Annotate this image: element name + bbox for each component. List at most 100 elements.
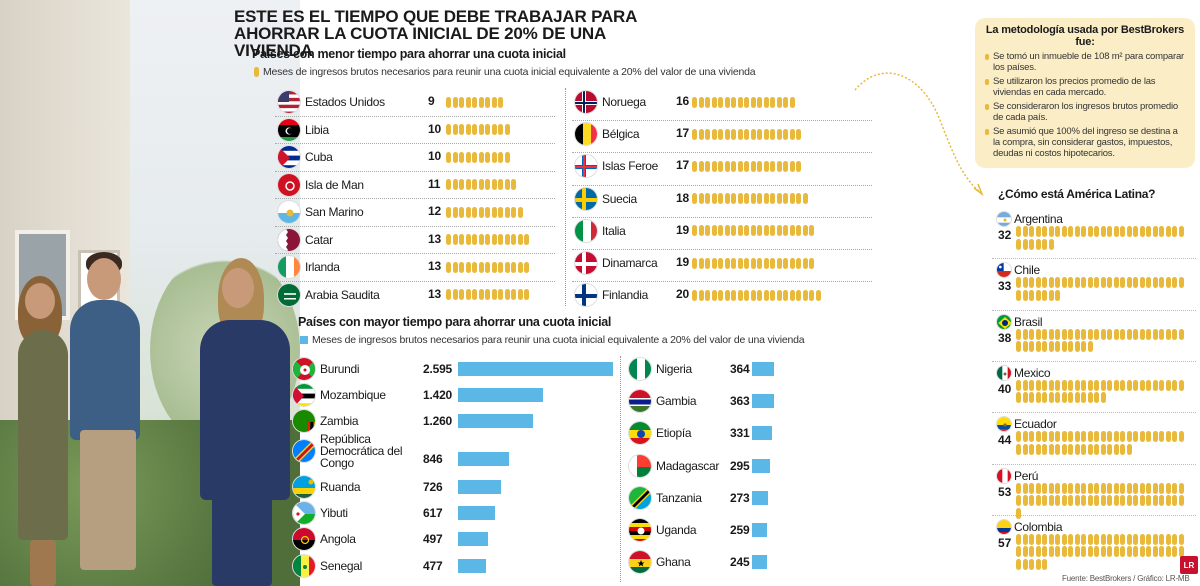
month-dot [1133,431,1138,443]
month-dot [459,234,464,245]
month-dot [446,179,451,190]
country-label: Colombia [1014,519,1063,534]
denmark-flag-icon [574,251,598,275]
month-dot [1126,546,1132,558]
month-dot [1016,482,1021,494]
month-dot [1042,558,1047,570]
ethiopia-flag-icon [628,421,652,445]
chart-row-dinamarca: Dinamarca [574,251,658,275]
month-dot [1178,546,1184,558]
month-dot [452,289,458,300]
row-separator [275,143,555,144]
country-label: Burundi [320,362,360,376]
month-dot [737,193,743,205]
month-dot [1055,495,1060,506]
month-dot [1139,431,1145,443]
month-dot [776,160,782,172]
month-dot [1035,289,1041,301]
month-dot [1087,392,1093,404]
month-dot [485,289,490,300]
value-label: 259 [730,523,750,537]
month-dot [1152,226,1158,237]
qatar-flag-icon [277,227,301,252]
month-dot [1107,495,1112,506]
month-dot [1042,443,1047,455]
month-dot [1068,495,1073,506]
country-label: Brasil [1014,314,1043,329]
month-dot [1159,277,1164,289]
month-dot [1016,341,1021,353]
month-dot [1133,277,1138,289]
month-dot [1029,546,1034,558]
country-label: Dinamarca [602,256,658,270]
month-dot [809,257,814,269]
finland-flag-icon [574,283,598,308]
month-dot [1055,443,1060,455]
month-dot [504,261,510,273]
chart-row-nigeria: Nigeria [628,357,692,381]
month-dot [757,257,762,269]
month-dot [1016,238,1021,250]
month-dot [1035,226,1041,237]
month-dot [1120,443,1125,455]
country-label: Angola [320,532,356,546]
low-chart-divider [565,88,566,306]
month-dot [1113,226,1119,237]
country-label: Italia [602,223,626,238]
month-dot [491,234,497,245]
dot-bar [692,193,808,205]
month-dot [1048,238,1054,250]
month-dot [1074,226,1080,237]
chart-row-libia: Libia [277,117,329,142]
month-dot [1087,495,1093,506]
month-dot [1035,277,1041,289]
month-dot [1139,495,1145,506]
dot-bar [1016,277,1186,301]
month-dot [1139,277,1145,289]
month-dot [724,128,730,140]
month-dot [737,96,743,108]
section-low-legend: Meses de ingresos brutos necesarios para… [254,66,756,78]
month-dot [1035,443,1041,455]
row-separator [275,170,555,172]
country-label: Libia [305,122,329,137]
month-dot [1055,533,1060,545]
month-dot [1165,277,1171,289]
month-dot [1055,482,1060,494]
month-dot [1029,392,1034,404]
month-dot [1100,533,1106,545]
month-dot [452,151,458,163]
month-dot [1022,443,1028,455]
month-dot [1029,328,1034,340]
month-dot [1022,546,1028,558]
saudi-arabia-flag-icon [277,282,301,307]
month-dot [1016,226,1021,237]
month-dot [1042,533,1047,545]
month-dot [1172,328,1177,340]
month-dot [1139,546,1145,558]
month-dot [1094,533,1099,545]
country-label: Madagascar [656,459,720,473]
month-dot [1107,277,1112,289]
month-dot [1035,495,1041,506]
burundi-flag-icon [292,357,316,381]
month-dot [1029,379,1034,391]
month-dot [1133,482,1138,494]
section-high-title: Países con mayor tiempo para ahorrar una… [298,315,612,329]
month-dot [478,234,484,245]
dot-bar [1016,533,1186,570]
month-dot [472,124,477,135]
month-dot [763,257,769,269]
month-dot [718,257,723,269]
month-dot [1068,226,1073,237]
month-dot [1113,482,1119,494]
month-dot [1113,328,1119,340]
chart-row-zambia: Zambia [292,409,359,433]
libya-flag-icon [277,117,301,142]
month-dot [1042,495,1047,506]
chart-row-finlandia: Finlandia [574,283,648,308]
chart-row-bélgica: Bélgica [574,122,640,147]
country-label: Suecia [602,191,637,206]
month-dot [1113,546,1119,558]
country-label: Irlanda [305,260,340,274]
